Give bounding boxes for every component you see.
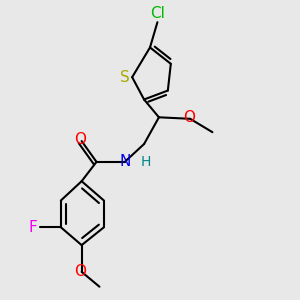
Text: Cl: Cl bbox=[150, 6, 165, 21]
Text: O: O bbox=[74, 264, 86, 279]
Text: S: S bbox=[120, 70, 130, 85]
Text: O: O bbox=[74, 132, 86, 147]
Text: O: O bbox=[183, 110, 195, 125]
Text: F: F bbox=[28, 220, 37, 235]
Text: N: N bbox=[119, 154, 130, 169]
Text: H: H bbox=[141, 155, 152, 169]
